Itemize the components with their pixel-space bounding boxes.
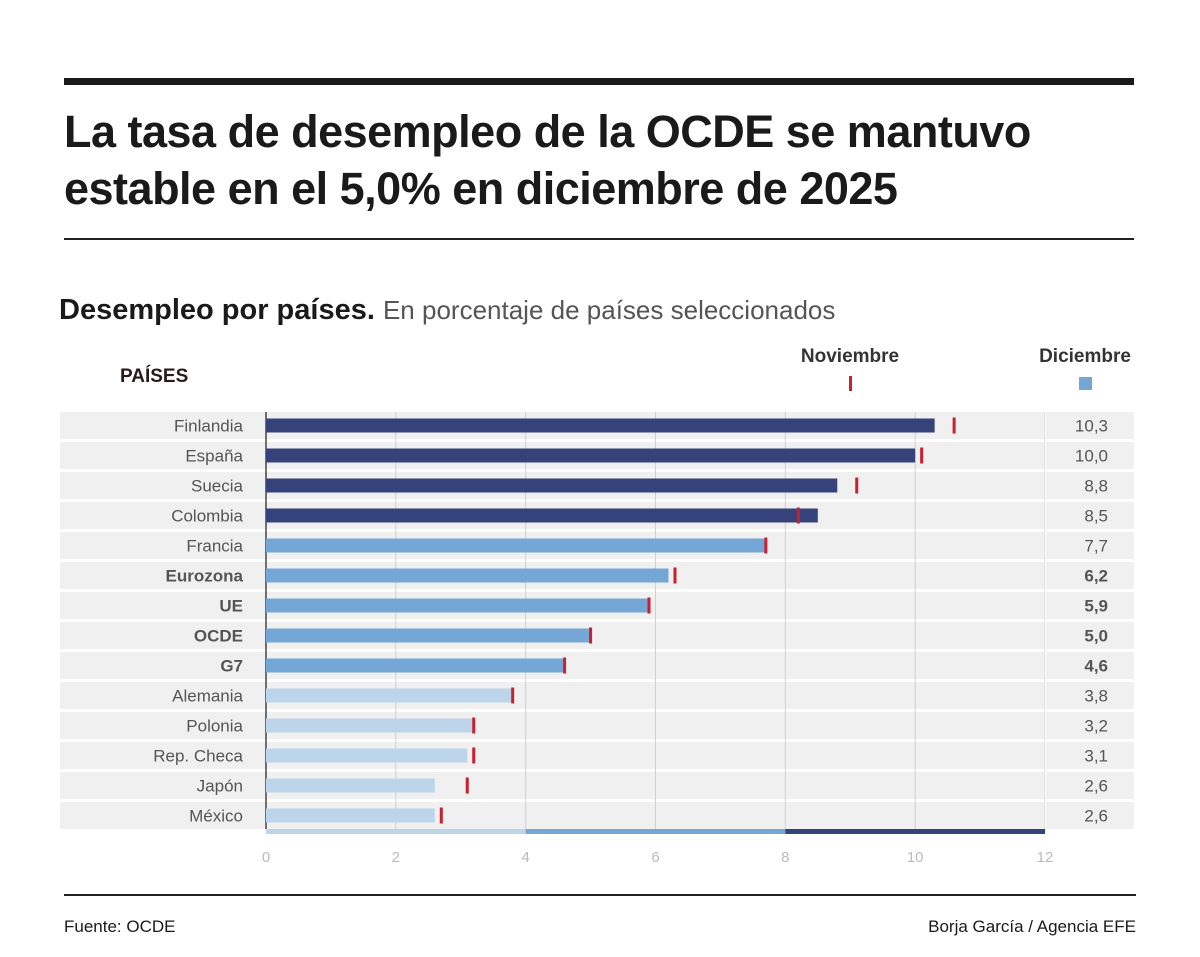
marker-noviembre: [563, 657, 567, 674]
category-label: UE: [219, 597, 243, 616]
row-band: [60, 652, 1134, 679]
bar-diciembre: [266, 778, 435, 793]
value-label: 8,8: [1084, 477, 1108, 496]
bar-diciembre: [266, 508, 818, 523]
bar-diciembre: [266, 628, 591, 643]
category-label: G7: [220, 657, 243, 676]
category-header: PAÍSES: [120, 366, 189, 387]
value-label: 2,6: [1084, 807, 1108, 826]
category-label: Francia: [186, 537, 243, 556]
marker-noviembre: [465, 777, 469, 794]
value-label: 5,9: [1084, 597, 1108, 616]
value-column-divider: [1045, 412, 1046, 829]
legend-noviembre: Noviembre: [790, 346, 910, 391]
chart-title: Desempleo por países.: [59, 294, 375, 326]
bar-diciembre: [266, 478, 838, 493]
bar-diciembre: [266, 718, 474, 733]
category-label: España: [185, 447, 243, 466]
value-label: 10,3: [1075, 417, 1108, 436]
marker-noviembre: [764, 537, 768, 554]
chart-description: En porcentaje de países seleccionados: [382, 295, 836, 325]
bar-diciembre: [266, 538, 766, 553]
marker-noviembre: [472, 747, 476, 764]
category-label: Alemania: [172, 687, 243, 706]
x-tick-label: 4: [521, 849, 529, 866]
legend-label: Diciembre: [1039, 346, 1131, 367]
marker-noviembre: [511, 687, 515, 704]
x-tick-label: 2: [392, 849, 400, 866]
legend-diciembre: Diciembre: [1030, 346, 1140, 390]
value-label: 10,0: [1075, 447, 1108, 466]
marker-noviembre: [673, 567, 677, 584]
credit: Borja García / Agencia EFE: [928, 917, 1136, 936]
bar-diciembre: [266, 448, 916, 463]
category-label: Suecia: [191, 477, 244, 496]
bar-diciembre: [266, 688, 513, 703]
marker-noviembre: [855, 477, 859, 494]
legend-marker-icon: [848, 376, 852, 391]
marker-noviembre: [796, 507, 800, 524]
marker-noviembre: [952, 417, 956, 434]
legend-swatch-icon: [1078, 377, 1092, 390]
source: Fuente: OCDE: [64, 917, 176, 936]
row-band: [60, 622, 1134, 649]
marker-noviembre: [647, 597, 651, 614]
value-label: 5,0: [1084, 627, 1108, 646]
marker-noviembre: [589, 627, 593, 644]
category-label: Eurozona: [166, 567, 244, 586]
x-tick-label: 6: [651, 849, 659, 866]
color-scale-bar: [525, 829, 786, 834]
x-tick-label: 8: [781, 849, 789, 866]
bar-diciembre: [266, 748, 468, 763]
top-bar: [64, 78, 1134, 85]
page-title: La tasa de desempleo de la OCDE se mantu…: [64, 106, 1031, 214]
bar-diciembre: [266, 598, 650, 613]
value-label: 4,6: [1084, 657, 1108, 676]
value-label: 7,7: [1084, 537, 1108, 556]
value-label: 8,5: [1084, 507, 1108, 526]
category-label: OCDE: [194, 627, 243, 646]
category-label: Finlandia: [174, 417, 244, 436]
row-band: [60, 802, 1134, 829]
marker-noviembre: [920, 447, 924, 464]
category-label: México: [189, 807, 243, 826]
chart-subtitle: Desempleo por países. En porcentaje de p…: [59, 294, 835, 327]
bar-diciembre: [266, 808, 435, 823]
row-band: [60, 772, 1134, 799]
row-band: [60, 742, 1134, 769]
color-scale-bar: [785, 829, 1045, 834]
marker-noviembre: [472, 717, 476, 734]
x-tick-label: 12: [1037, 849, 1054, 866]
category-label: Rep. Checa: [153, 747, 243, 766]
marker-noviembre: [439, 807, 443, 824]
legend-label: Noviembre: [800, 346, 900, 367]
category-label: Colombia: [171, 507, 243, 526]
bar-diciembre: [266, 418, 935, 433]
value-label: 2,6: [1084, 777, 1108, 796]
category-label: Polonia: [186, 717, 243, 736]
row-band: [60, 712, 1134, 739]
color-scale-bar: [266, 829, 526, 834]
value-label: 3,8: [1084, 687, 1108, 706]
category-label: Japón: [197, 777, 243, 796]
divider: [64, 238, 1134, 240]
footer-divider: [64, 894, 1136, 896]
x-tick-label: 10: [907, 849, 924, 866]
bar-diciembre: [266, 568, 669, 583]
value-label: 6,2: [1084, 567, 1108, 586]
row-band: [60, 682, 1134, 709]
value-label: 3,1: [1084, 747, 1108, 766]
bar-diciembre: [266, 658, 565, 673]
x-tick-label: 0: [262, 849, 270, 866]
value-label: 3,2: [1084, 717, 1108, 736]
